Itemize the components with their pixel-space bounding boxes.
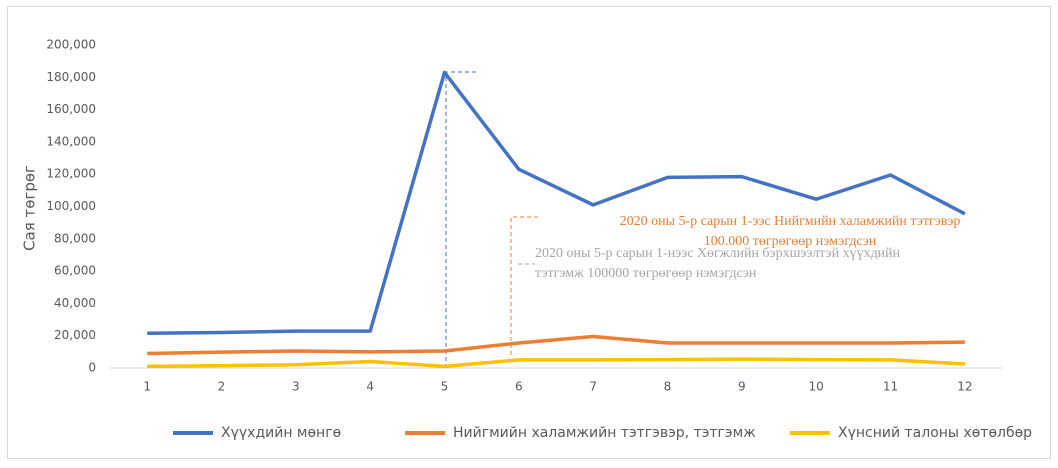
legend-label: Нийгмийн халамжийн тэтгэвэр, тэтгэмж	[453, 425, 756, 441]
y-tick-label: 200,000	[46, 38, 96, 52]
y-tick-label: 20,000	[54, 328, 96, 342]
annotation: 2020 оны 5-р сарын 1-нээс Хөгжлийн бэрхш…	[535, 246, 901, 261]
y-tick-label: 120,000	[46, 167, 96, 181]
y-tick-label: 40,000	[54, 296, 96, 310]
series-line	[147, 70, 966, 336]
legend-label: Хүүхдийн мөнгө	[221, 425, 341, 441]
y-tick-label: 60,000	[54, 264, 96, 278]
x-tick-label: 5	[441, 380, 449, 394]
x-tick-label: 11	[883, 380, 898, 394]
x-tick-label: 4	[366, 380, 374, 394]
annotation: 2020 оны 5-р сарын 1-ээс Нийгмийн халамж…	[620, 214, 961, 229]
x-tick-label: 2	[218, 380, 226, 394]
annotation: тэтгэмж 100000 төгрөгөөр нэмэгдсэн	[535, 266, 757, 281]
y-tick-label: 160,000	[46, 102, 96, 116]
y-tick-label: 80,000	[54, 231, 96, 245]
y-tick-label: 100,000	[46, 199, 96, 213]
x-tick-label: 10	[809, 380, 824, 394]
x-tick-label: 12	[957, 380, 972, 394]
series-line	[147, 334, 965, 356]
y-tick-label: 180,000	[46, 70, 96, 84]
chart-frame	[7, 6, 1051, 459]
x-tick-label: 8	[664, 380, 672, 394]
series-line	[147, 357, 965, 369]
x-tick-label: 6	[515, 380, 523, 394]
annotation: 100.000 төгрөгөөр нэмэгдсэн	[704, 234, 877, 249]
legend-label: Хүнсний талоны хөтөлбөр	[838, 425, 1032, 441]
x-tick-label: 1	[143, 380, 151, 394]
y-tick-label: 0	[88, 361, 96, 375]
y-axis-label: Сая төгрөг	[21, 165, 39, 251]
x-tick-label: 3	[292, 380, 300, 394]
x-tick-label: 7	[589, 380, 597, 394]
y-tick-label: 140,000	[46, 134, 96, 148]
leader	[510, 216, 540, 355]
x-tick-label: 9	[738, 380, 746, 394]
